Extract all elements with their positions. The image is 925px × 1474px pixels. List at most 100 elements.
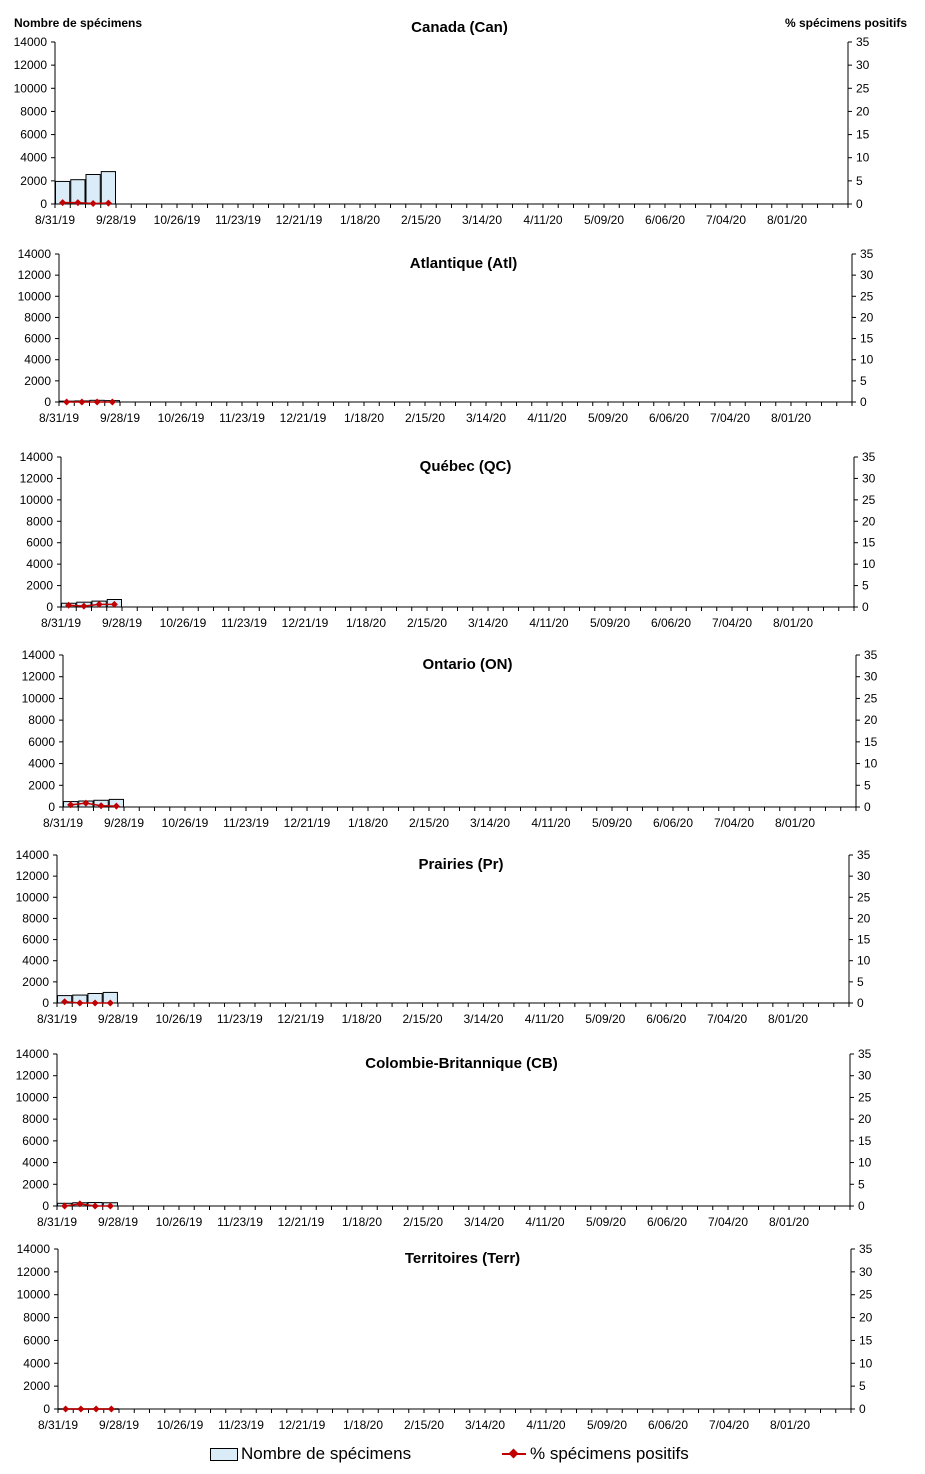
- x-tick-label: 11/23/19: [219, 411, 265, 425]
- x-tick-label: 5/09/20: [584, 213, 624, 227]
- line-marker: [78, 398, 86, 406]
- x-tick-label: 8/31/19: [35, 213, 75, 227]
- x-tick-label: 6/06/20: [646, 1012, 686, 1026]
- x-tick-label: 1/18/20: [343, 1418, 383, 1432]
- series-line: [62, 201, 109, 205]
- y-tick-label: 0: [43, 1402, 50, 1416]
- x-tick-label: 9/28/19: [99, 1418, 139, 1432]
- x-tick-label: 8/31/19: [41, 616, 81, 630]
- x-tick-label: 4/11/20: [526, 1418, 565, 1432]
- y2-tick-label: 20: [858, 1112, 872, 1126]
- chart-title: Québec (QC): [420, 458, 512, 475]
- x-tick-label: 12/21/19: [277, 1012, 324, 1026]
- y-tick-label: 4000: [28, 757, 55, 771]
- line-marker: [93, 398, 101, 406]
- y-tick-label: 12000: [14, 58, 48, 72]
- y-tick-label: 14000: [20, 450, 54, 464]
- x-tick-label: 8/31/19: [37, 1012, 77, 1026]
- x-tick-label: 10/26/19: [154, 213, 201, 227]
- y-tick-label: 0: [46, 600, 53, 614]
- line-marker: [107, 1405, 115, 1413]
- y2-tick-label: 30: [864, 670, 878, 684]
- y-tick-label: 4000: [24, 353, 51, 367]
- left-axis-title: Nombre de spécimens: [14, 16, 143, 30]
- y-tick-label: 4000: [20, 151, 47, 165]
- line-marker: [62, 1405, 70, 1413]
- x-tick-label: 3/14/20: [466, 411, 506, 425]
- y2-tick-label: 0: [856, 197, 863, 211]
- y-tick-label: 6000: [24, 332, 51, 346]
- y-tick-label: 0: [42, 996, 49, 1010]
- legend-line-label: % spécimens positifs: [530, 1444, 689, 1463]
- y2-tick-label: 35: [858, 1047, 872, 1061]
- line-marker: [108, 398, 116, 406]
- x-tick-label: 10/26/19: [158, 411, 205, 425]
- x-tick-label: 4/11/20: [525, 1012, 564, 1026]
- y-tick-label: 12000: [16, 869, 50, 883]
- y2-tick-label: 30: [858, 1069, 872, 1083]
- y-tick-label: 14000: [17, 1242, 51, 1256]
- y2-tick-label: 5: [856, 174, 863, 188]
- y2-tick-label: 30: [860, 268, 874, 282]
- line-marker: [76, 999, 84, 1007]
- chart-title: Territoires (Terr): [405, 1250, 520, 1267]
- x-tick-label: 9/28/19: [104, 816, 144, 830]
- x-tick-label: 3/14/20: [468, 616, 508, 630]
- y2-tick-label: 25: [858, 1090, 872, 1104]
- y-tick-label: 8000: [26, 514, 53, 528]
- x-tick-label: 8/01/20: [770, 1418, 810, 1432]
- x-tick-label: 7/04/20: [707, 1012, 747, 1026]
- x-tick-label: 12/21/19: [284, 816, 331, 830]
- y-tick-label: 12000: [22, 670, 56, 684]
- y-tick-label: 2000: [28, 778, 55, 792]
- line-marker: [110, 600, 118, 608]
- y2-tick-label: 10: [860, 353, 874, 367]
- y2-tick-label: 15: [864, 735, 878, 749]
- line-marker: [76, 1200, 84, 1208]
- y2-tick-label: 5: [857, 975, 864, 989]
- y2-tick-label: 20: [856, 104, 870, 118]
- x-tick-label: 1/18/20: [346, 616, 386, 630]
- y-tick-label: 6000: [22, 933, 49, 947]
- legend-item-line: % spécimens positifs: [502, 1444, 689, 1464]
- y-tick-label: 14000: [14, 35, 48, 49]
- y2-tick-label: 30: [856, 58, 870, 72]
- x-tick-label: 1/18/20: [342, 1215, 382, 1229]
- x-tick-label: 1/18/20: [344, 411, 384, 425]
- x-tick-label: 1/18/20: [348, 816, 388, 830]
- line-marker: [59, 199, 67, 207]
- line-marker: [106, 1202, 114, 1210]
- legend-bars-label: Nombre de spécimens: [241, 1444, 412, 1463]
- y2-tick-label: 30: [857, 869, 871, 883]
- y-tick-label: 4000: [22, 1156, 49, 1170]
- legend: Nombre de spécimens % spécimens positifs: [0, 1442, 925, 1466]
- y-tick-label: 6000: [26, 536, 53, 550]
- x-tick-label: 12/21/19: [279, 1418, 326, 1432]
- y2-tick-label: 5: [858, 1177, 865, 1191]
- x-tick-label: 6/06/20: [645, 213, 685, 227]
- x-tick-label: 5/09/20: [590, 616, 630, 630]
- y2-tick-label: 35: [864, 648, 878, 662]
- x-tick-label: 12/21/19: [278, 1215, 325, 1229]
- y2-tick-label: 0: [858, 1199, 865, 1213]
- y-tick-label: 4000: [26, 557, 53, 571]
- y2-tick-label: 30: [859, 1265, 873, 1279]
- right-axis-title: % spécimens positifs: [785, 16, 908, 30]
- y-tick-label: 10000: [16, 1090, 50, 1104]
- y2-tick-label: 10: [862, 557, 876, 571]
- x-tick-label: 6/06/20: [651, 616, 691, 630]
- y-tick-label: 10000: [18, 289, 52, 303]
- line-marker: [61, 998, 69, 1006]
- y2-tick-label: 30: [862, 471, 876, 485]
- line-marker: [74, 199, 82, 207]
- y-tick-label: 6000: [20, 128, 47, 142]
- bar: [85, 173, 101, 205]
- y2-tick-label: 0: [860, 395, 867, 409]
- y2-tick-label: 25: [862, 493, 876, 507]
- x-tick-label: 11/23/19: [217, 1012, 263, 1026]
- y2-tick-label: 35: [860, 247, 874, 261]
- y2-tick-label: 5: [862, 579, 869, 593]
- y2-tick-label: 15: [858, 1134, 872, 1148]
- line-marker: [91, 1202, 99, 1210]
- y-tick-label: 10000: [16, 890, 50, 904]
